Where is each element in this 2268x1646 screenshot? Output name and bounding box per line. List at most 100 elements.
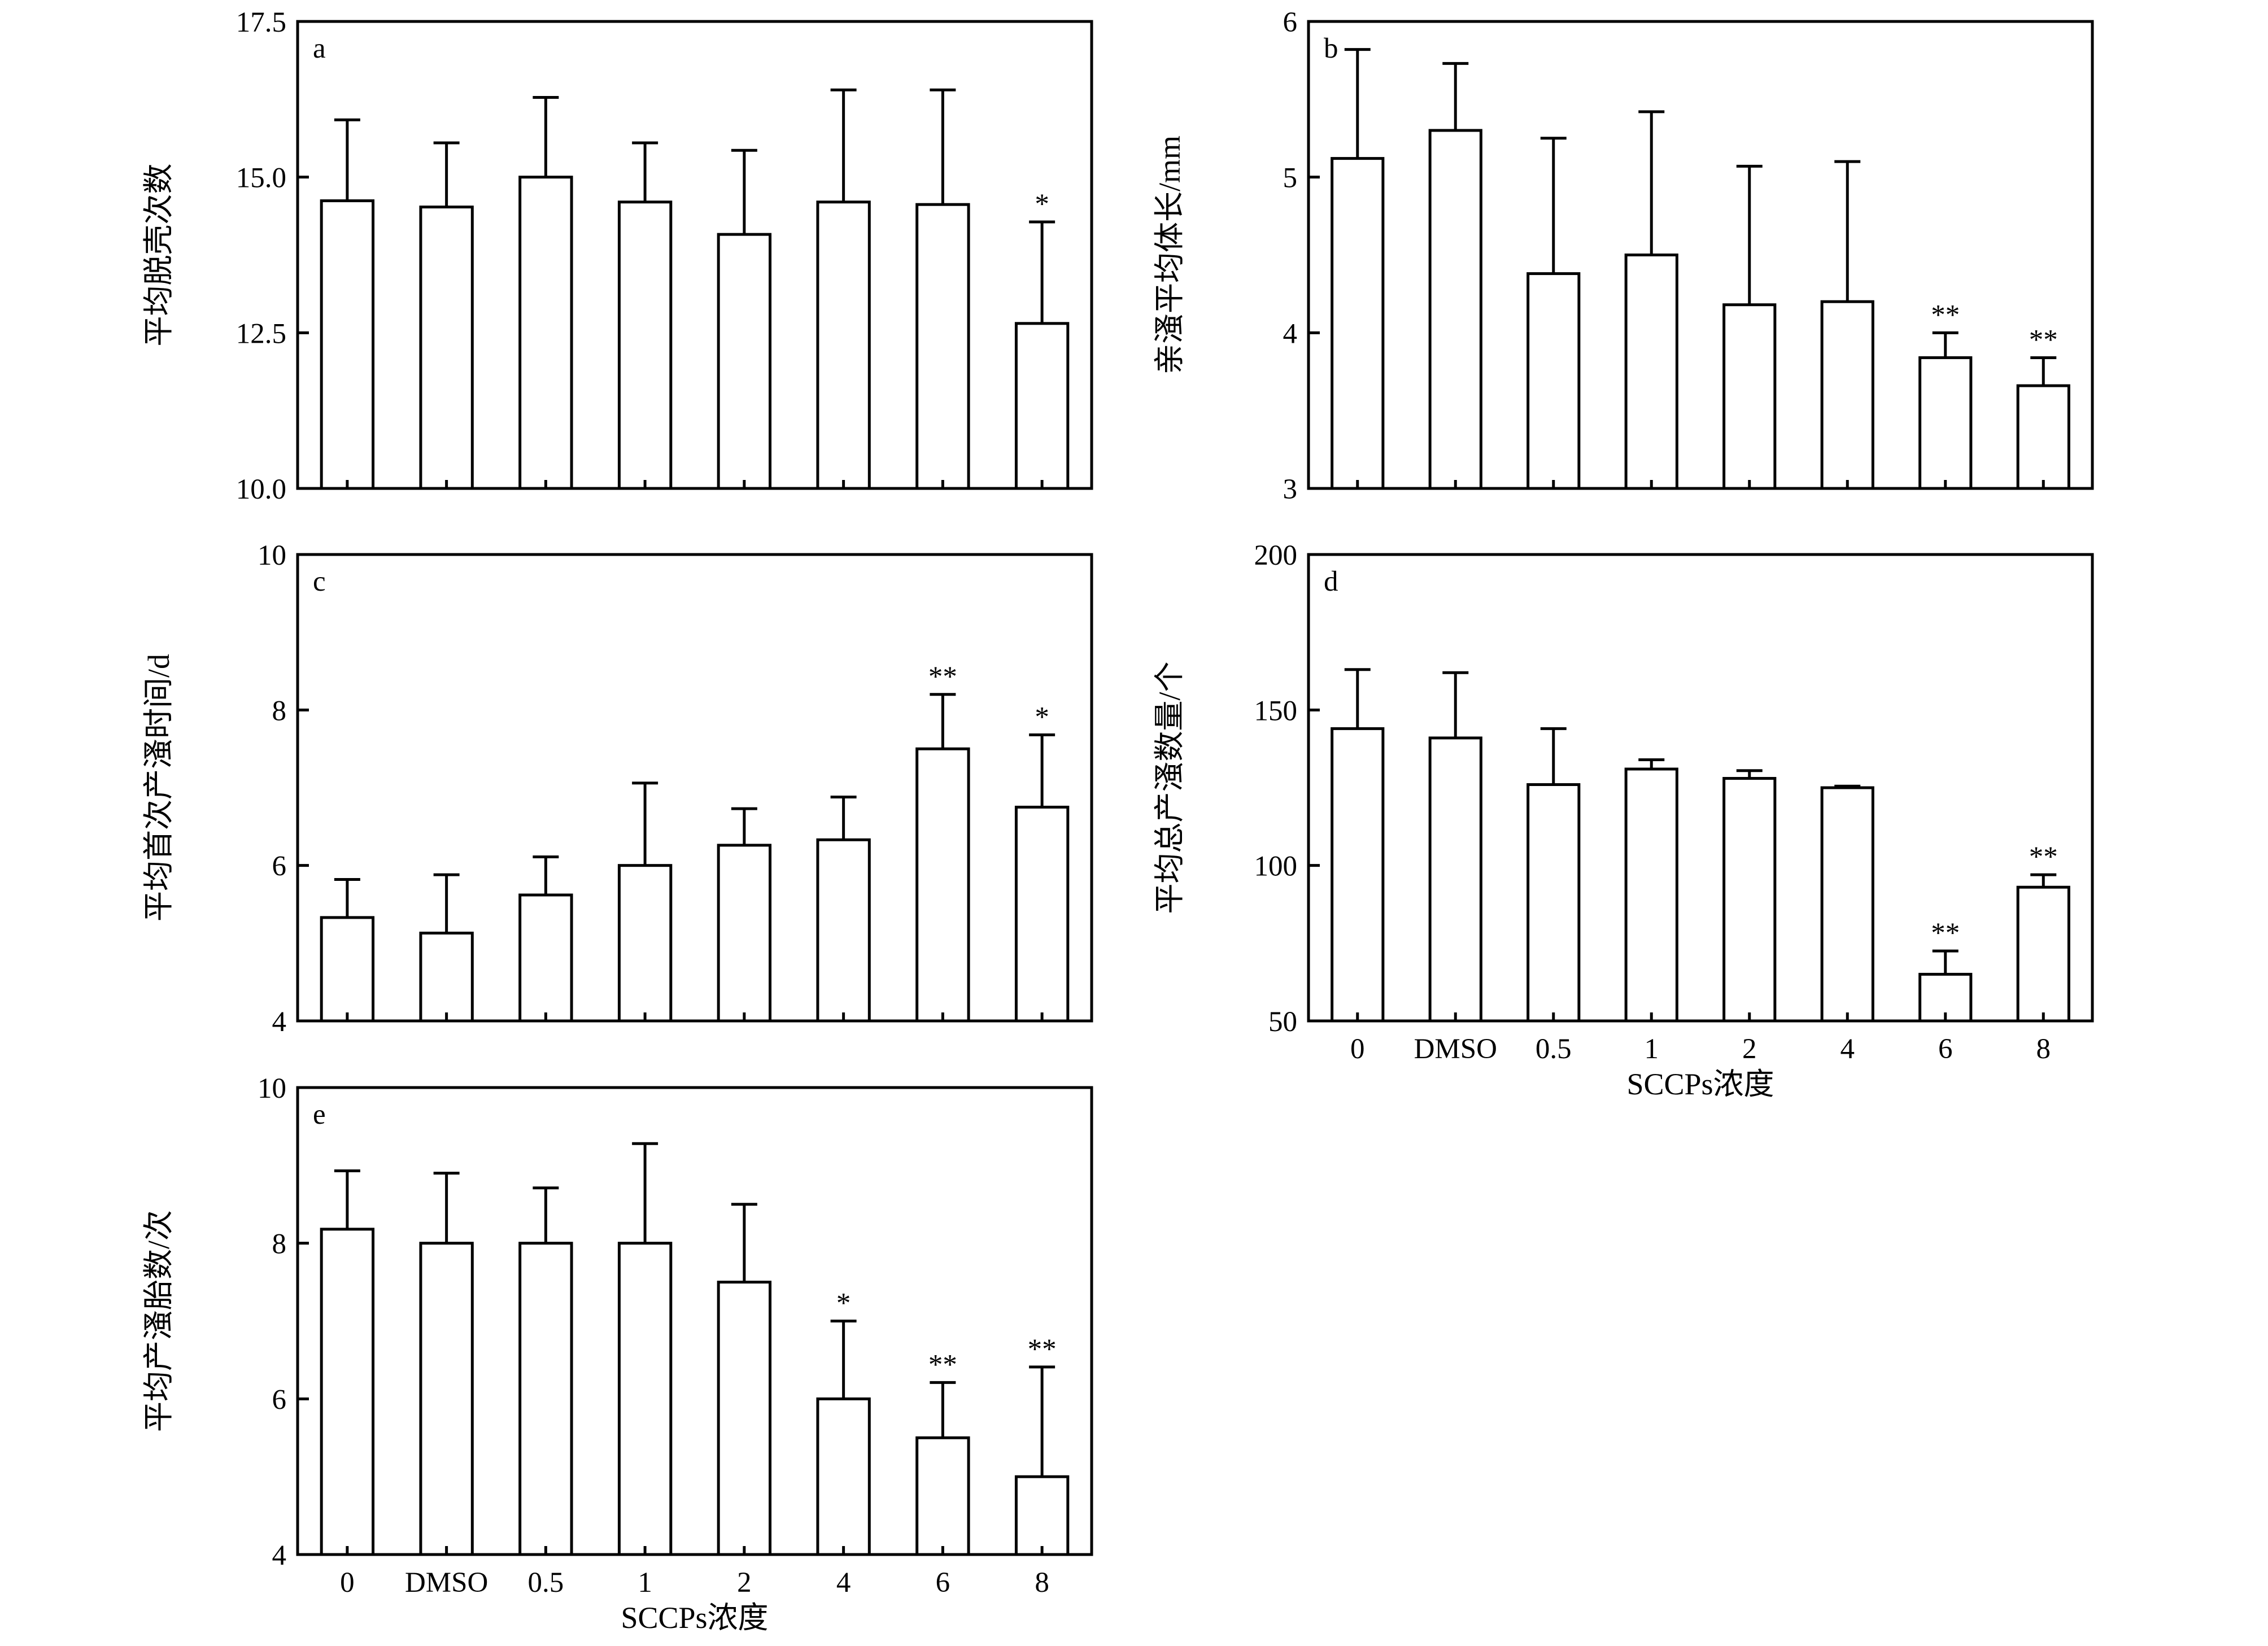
panel-d: d 50 100 150 200 平均总产溞数量/个 ** ** 0 DMSO 0.5 1 2 4 6 8 SC… [1153, 540, 2094, 1101]
panel-letter: a [313, 33, 326, 64]
bar [816, 1397, 871, 1556]
bar [717, 1281, 772, 1556]
y-axis-title: 亲溞平均体长/mm [1153, 136, 1187, 374]
bar [2016, 384, 2070, 490]
significance-mark: ** [1028, 1334, 1057, 1365]
bar [320, 916, 375, 1023]
y-tick-label: 200 [1254, 540, 1298, 571]
y-tick-label: 4 [272, 1540, 287, 1571]
x-tick-label: 4 [1840, 1033, 1855, 1065]
significance-mark: ** [1931, 299, 1960, 331]
y-tick-label: 150 [1254, 695, 1298, 727]
y-tick-label: 50 [1268, 1006, 1297, 1038]
bar [419, 206, 474, 490]
bar [1526, 783, 1581, 1023]
y-tick-label: 6 [272, 851, 287, 883]
significance-mark: ** [2029, 324, 2058, 356]
bar [419, 931, 474, 1023]
significance-mark: * [836, 1288, 851, 1320]
y-tick-label: 4 [1283, 318, 1298, 350]
bar [915, 1436, 970, 1556]
x-tick-label: 8 [1035, 1567, 1049, 1599]
panel-letter: b [1324, 33, 1338, 64]
y-tick-label: 10.0 [236, 474, 286, 505]
y-tick-label: 5 [1283, 163, 1298, 194]
significance-mark: ** [928, 661, 957, 693]
bar [1722, 776, 1777, 1023]
bar [617, 864, 673, 1023]
bar [816, 838, 871, 1023]
x-tick-label: 8 [2036, 1033, 2051, 1065]
bar [1428, 736, 1482, 1023]
bar [617, 1242, 673, 1556]
y-tick-label: 15.0 [236, 163, 286, 194]
x-tick-label: 0 [340, 1567, 355, 1599]
x-tick-label: DMSO [1414, 1033, 1497, 1065]
y-tick-label: 8 [272, 695, 287, 727]
significance-mark: ** [2029, 841, 2058, 873]
significance-mark: * [1035, 701, 1049, 733]
x-tick-label: 2 [737, 1567, 752, 1599]
significance-mark: ** [928, 1349, 957, 1381]
x-tick-label: 4 [836, 1567, 851, 1599]
plot-frame [1307, 553, 2094, 1023]
plot-frame [296, 1086, 1093, 1556]
bar [1331, 727, 1385, 1023]
bar [1918, 356, 1973, 490]
x-tick-label: 6 [1938, 1033, 1953, 1065]
bar [518, 893, 573, 1023]
y-tick-label: 4 [272, 1006, 287, 1038]
y-axis-title: 平均脱壳次数 [142, 164, 176, 347]
bar [419, 1242, 474, 1556]
bar [518, 176, 573, 490]
x-tick-label: 0.5 [528, 1567, 564, 1599]
y-tick-label: 8 [272, 1229, 287, 1260]
bar [915, 747, 970, 1023]
bar [717, 844, 772, 1023]
y-tick-label: 3 [1283, 474, 1298, 505]
bar [1526, 272, 1581, 490]
y-axis-title: 平均产溞胎数/次 [142, 1210, 176, 1432]
bar [1820, 300, 1874, 490]
panel-letter: e [313, 1099, 326, 1130]
bar [1331, 157, 1385, 490]
x-tick-label: 1 [638, 1567, 652, 1599]
bar [816, 200, 871, 490]
y-tick-label: 6 [272, 1384, 287, 1416]
bar [1624, 767, 1678, 1023]
bar [320, 1228, 375, 1556]
panel-letter: d [1324, 566, 1338, 597]
bar [1014, 1475, 1070, 1556]
x-tick-label: DMSO [405, 1567, 488, 1599]
significance-mark: * [1035, 189, 1049, 220]
bar [1624, 254, 1678, 490]
x-tick-label: 1 [1645, 1033, 1659, 1065]
y-axis-title: 平均总产溞数量/个 [1153, 661, 1187, 914]
bar [1918, 972, 1973, 1023]
y-tick-label: 6 [1283, 7, 1298, 38]
bar [1820, 786, 1874, 1023]
bar [1014, 322, 1070, 490]
panel-a: a 10.0 12.5 15.0 17.5 平均脱壳次数 * [142, 7, 1093, 505]
bar [915, 203, 970, 490]
significance-mark: ** [1931, 918, 1960, 949]
bar [2016, 885, 2070, 1023]
x-tick-label: 0.5 [1536, 1033, 1572, 1065]
bar [717, 233, 772, 490]
x-axis-title: SCCPs浓度 [1626, 1067, 1774, 1101]
bar [518, 1242, 573, 1556]
panel-letter: c [313, 566, 326, 597]
x-tick-label: 6 [936, 1567, 950, 1599]
bar [1428, 129, 1482, 490]
bar [1014, 805, 1070, 1023]
y-axis-title: 平均首次产溞时间/d [142, 654, 176, 922]
x-tick-label: 2 [1742, 1033, 1757, 1065]
y-tick-label: 100 [1254, 851, 1298, 883]
plot-frame [296, 20, 1093, 490]
bar [617, 200, 673, 490]
y-tick-label: 17.5 [236, 7, 286, 38]
plot-frame [296, 553, 1093, 1023]
